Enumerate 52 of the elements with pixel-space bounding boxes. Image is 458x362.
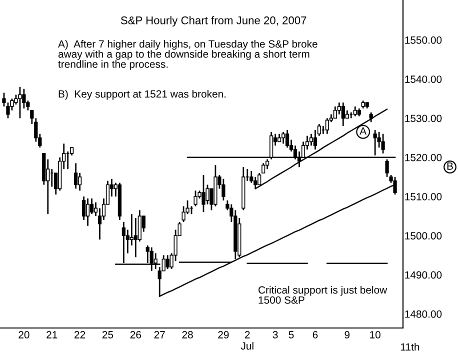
candlestick bbox=[134, 217, 138, 258]
candlestick bbox=[18, 86, 22, 119]
candlestick bbox=[285, 129, 290, 148]
y-tick-label: 1540.00 bbox=[405, 76, 442, 83]
candlestick bbox=[194, 190, 198, 207]
candlestick bbox=[353, 106, 357, 117]
candlestick bbox=[86, 198, 90, 227]
y-tick-label: 1500.00 bbox=[405, 232, 442, 240]
x-tick-label: 25 bbox=[102, 331, 114, 338]
candlestick bbox=[333, 106, 337, 119]
x-tick-label: 22 bbox=[74, 331, 86, 338]
candlestick bbox=[202, 174, 206, 213]
candlestick bbox=[337, 102, 341, 115]
candlestick bbox=[325, 118, 330, 135]
candlestick bbox=[369, 112, 373, 123]
x-tick-label: 9 bbox=[344, 331, 350, 338]
x-tick-label: 5 bbox=[288, 331, 294, 338]
annotation: Critical support is just below 1500 S&P bbox=[258, 286, 388, 304]
x-tick-label: 6 bbox=[312, 331, 318, 338]
annotation: B) Key support at 1521 was broken. bbox=[58, 90, 226, 100]
candlestick bbox=[78, 172, 82, 192]
y-tick-label: 1490.00 bbox=[405, 271, 442, 279]
text: S&P Hourly Chart from June 20, 2007 bbox=[120, 16, 306, 26]
y-tick-label: 1530.00 bbox=[405, 114, 442, 122]
y-tick-label: 1480.00 bbox=[405, 310, 442, 318]
candlestick bbox=[341, 102, 345, 127]
candlestick bbox=[281, 131, 286, 144]
candlestick bbox=[130, 213, 134, 246]
candlestick bbox=[262, 162, 266, 174]
candlestick bbox=[381, 133, 385, 154]
x-tick-label: 2 Jul bbox=[240, 331, 254, 350]
candlestick bbox=[309, 133, 314, 146]
y-tick-label: 1510.00 bbox=[405, 192, 442, 200]
x-tick-label: 26 bbox=[130, 331, 141, 338]
x-tick-label: 29 bbox=[218, 331, 229, 338]
y-tick-label: 1520.00 bbox=[405, 154, 442, 162]
text: 11th bbox=[401, 343, 420, 351]
annotation: A bbox=[360, 127, 367, 135]
candlestick bbox=[166, 254, 170, 270]
annotation: A) After 7 higher daily highs, on Tuesday the S&P broke away with a gap to the downside breaking a short term trendline in the process. bbox=[58, 40, 318, 70]
x-tick-label: 21 bbox=[46, 331, 58, 338]
x-tick-label: 20 bbox=[18, 331, 30, 338]
candlestick bbox=[313, 129, 318, 150]
candlestick bbox=[90, 198, 94, 215]
x-tick-label: 28 bbox=[182, 331, 193, 338]
x-tick-label: 27 bbox=[154, 331, 165, 338]
candlestick bbox=[222, 178, 226, 202]
y-tick-label: 1550.00 bbox=[405, 36, 442, 44]
x-tick-label: 10 bbox=[370, 331, 380, 338]
x-tick-label: 3 bbox=[272, 331, 278, 338]
candlestick bbox=[74, 162, 78, 190]
text: B bbox=[447, 162, 453, 170]
